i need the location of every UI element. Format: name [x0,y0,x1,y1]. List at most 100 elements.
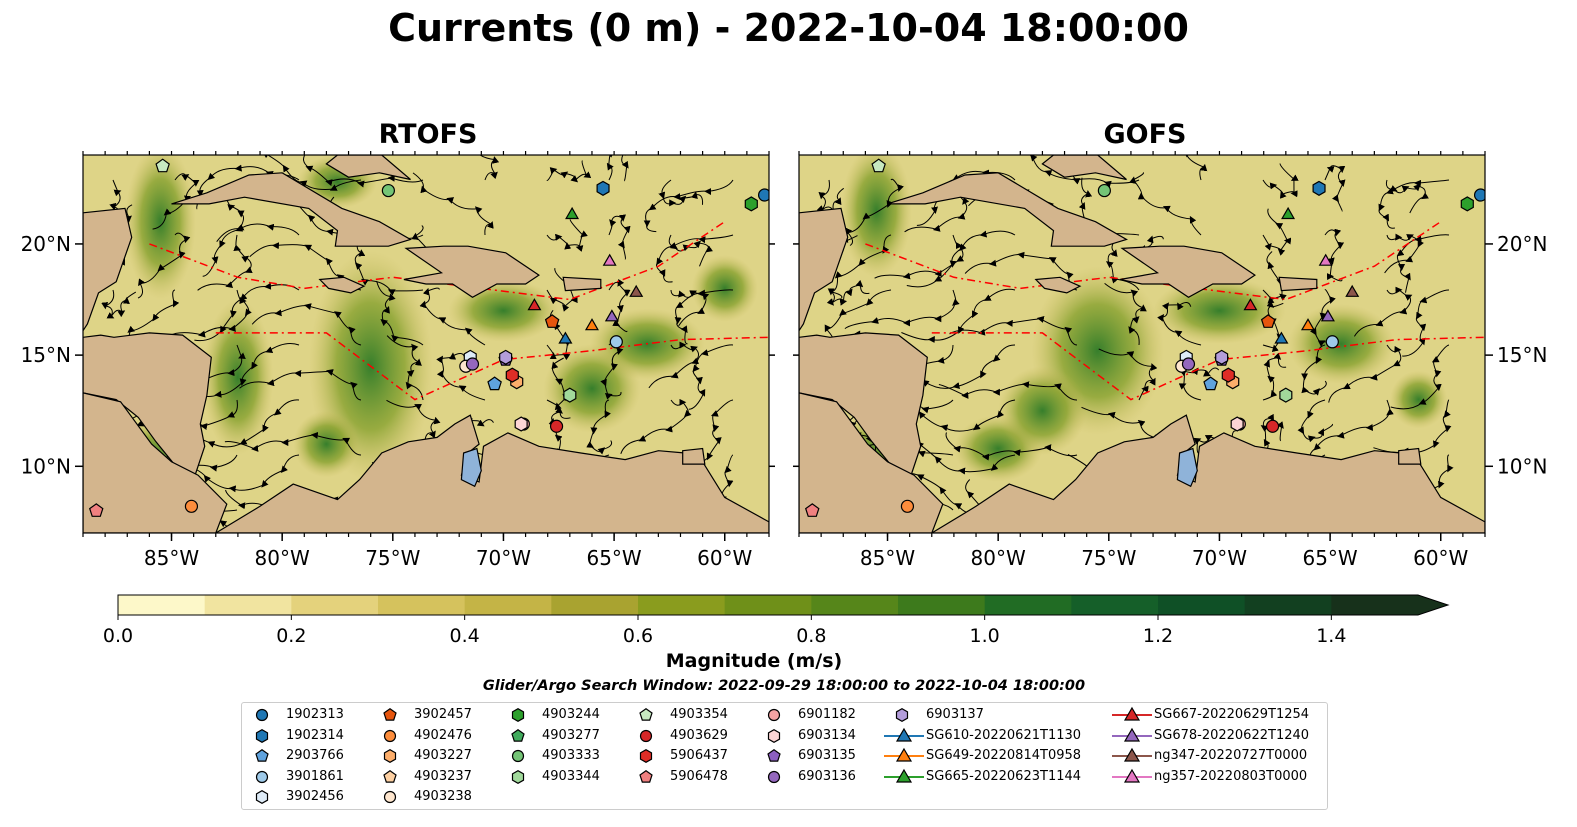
colorbar-tick-label: 0.4 [450,625,480,647]
land-cuba [887,172,1129,247]
obs-SG678-20220622T1240 [604,309,619,322]
panel-title-gofs: GOFS [1103,119,1187,150]
obs-3901861 [609,335,623,349]
y-tick-label: 15°N [21,343,71,367]
legend-label: 4903629 [670,727,728,743]
current-speed-patch [1288,303,1395,385]
legend-symbol [767,770,781,783]
obs-6903134 [514,416,528,432]
legend-symbol [255,728,269,743]
obs-4903344 [1279,387,1293,403]
legend-label: 2903766 [286,748,344,763]
obs-3901861 [1325,335,1339,349]
legend-marker [255,748,269,762]
streamline [679,399,734,467]
streamline [1402,289,1450,357]
search-window-text: Glider/Argo Search Window: 2022-09-29 18… [482,678,1086,694]
colorbar-segment [1244,595,1332,615]
legend-symbol [1123,747,1141,762]
obs-6903137 [499,349,513,365]
legend-symbol [383,749,397,763]
colorbar-segment [378,595,466,615]
legend-symbol [1123,768,1141,783]
obs-3902457 [1260,314,1276,328]
land-panama-costa [83,392,228,533]
obs-4902476 [184,499,199,513]
obs-SG667-20220629T1254 [527,298,542,311]
current-speed-patch [1389,370,1448,429]
colorbar-segment [724,595,812,615]
streamline [620,398,692,454]
legend-marker [1112,706,1152,721]
land-central-america [799,332,928,481]
streamline [224,431,362,456]
legend-marker [383,749,397,763]
legend-marker [1112,768,1152,783]
land-puerto-rico [1278,276,1318,292]
legend: 1902313 1902314 2903766 3901861 3902456 39024… [241,702,1328,810]
legend-symbol [511,749,525,763]
obs-5906437 [505,367,519,383]
streamline [1260,413,1284,456]
obs-6903137 [1215,349,1229,365]
current-speed-patch [293,410,360,478]
legend-symbol [383,769,397,783]
legend-marker [884,768,924,783]
legend-marker [767,708,781,722]
map-frame [82,154,770,534]
colorbar-tick-label: 1.0 [970,625,1000,647]
legend-marker [255,708,269,722]
streamline [1324,228,1345,282]
colorbar-segment [1071,595,1159,615]
legend-label: 6901182 [798,707,856,722]
legend-marker [255,770,269,783]
current-speed-patch [202,299,274,456]
colorbar-segment [204,595,292,615]
legend-label: 4903244 [542,707,600,722]
legend-marker [1112,727,1152,742]
streamline [1353,286,1413,337]
streamline [674,289,734,345]
obs-ng347-20220727T0000 [629,284,644,297]
legend-symbol [639,707,653,721]
streamline [656,234,734,283]
land-yucatan [83,207,133,332]
legend-label: 3902456 [286,789,344,804]
streamline [303,155,424,188]
colorbar-segment [551,595,639,615]
legend-marker [767,770,781,783]
legend-symbol [895,727,913,742]
streamline [949,316,1078,346]
land-panama-costa [799,392,944,533]
colorbar-segment [984,595,1072,615]
streamline [1310,289,1336,347]
obs-5906437 [1221,367,1235,383]
streamline [1378,179,1450,229]
streamline [1262,300,1284,353]
obs-ng347-20220727T0000 [1345,284,1360,297]
land-central-america [83,332,212,481]
obs-SG665-20220623T1144 [1281,206,1296,220]
legend-marker [639,729,653,742]
legend-label: 3902457 [414,707,472,722]
streamline [1131,155,1208,181]
obs-4903244 [1460,196,1474,212]
streamline [137,232,191,299]
legend-label: 6903137 [926,707,984,722]
streamline [436,352,486,401]
obs-ng357-20220803T0000 [602,253,617,266]
land-bahamas [325,155,411,181]
legend-marker [767,728,781,743]
obs-2903766 [487,376,502,391]
obs-4903629 [549,419,564,433]
legend-symbol [1123,706,1141,721]
streamline [606,155,629,182]
legend-label: 4903227 [414,748,472,763]
obs-SG649-20220814T0958 [584,318,599,331]
obs-SG667-20220629T1254 [1243,298,1258,311]
land-jamaica [318,276,366,294]
legend-symbol [895,708,909,722]
legend-label: 5906437 [670,748,728,763]
main-title: Currents (0 m) - 2022-10-04 18:00:00 [388,6,1189,50]
